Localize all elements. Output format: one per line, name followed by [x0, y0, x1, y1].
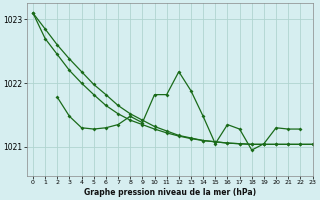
- X-axis label: Graphe pression niveau de la mer (hPa): Graphe pression niveau de la mer (hPa): [84, 188, 256, 197]
